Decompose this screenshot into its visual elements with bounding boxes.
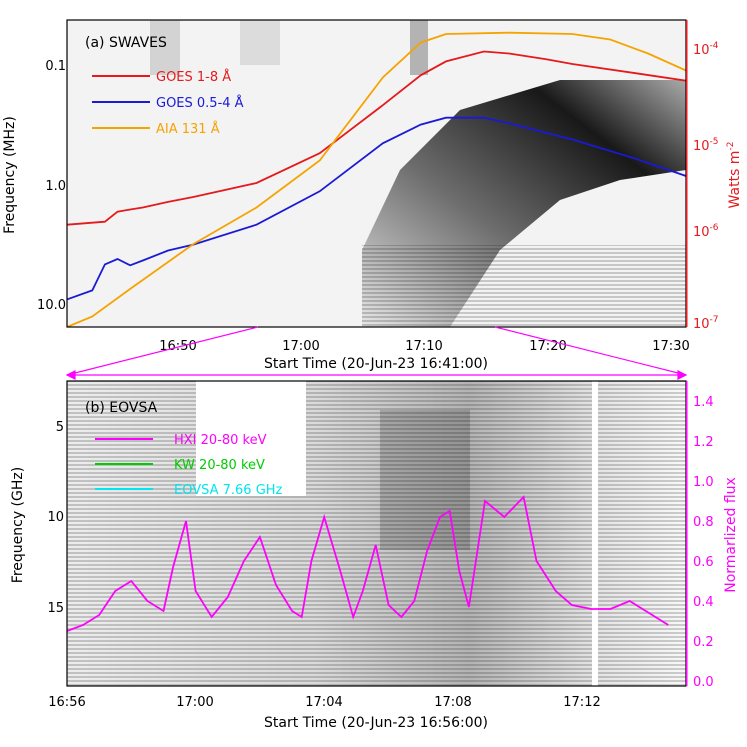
- panel-b: [67, 495, 669, 632]
- y2-tick-labels: 10-4 10-5 10-6 10-7: [693, 41, 719, 332]
- y2-tick-exp: -5: [710, 137, 719, 147]
- legend-label: AIA 131 Å: [156, 121, 220, 137]
- legend-label: GOES 0.5-4 Å: [156, 95, 244, 111]
- x-tick-label: 17:00: [282, 339, 319, 354]
- legend-label: GOES 1-8 Å: [156, 69, 231, 85]
- y2-tick-exp: -6: [710, 223, 719, 233]
- y-tick-label: 0.1: [45, 59, 66, 74]
- y2-tick-base: 10: [693, 317, 710, 332]
- y2-axis-label: Normarlized flux: [723, 477, 739, 593]
- eovsa-spectrogram: [67, 381, 686, 686]
- zoom-connectors: [65, 326, 688, 380]
- y2-tick-label: 0.6: [693, 555, 714, 570]
- svg-text:10-5: 10-5: [693, 137, 719, 154]
- y2-tick-label: 1.2: [693, 435, 714, 450]
- y2-tick-base: 10: [693, 139, 710, 154]
- panel-b-label: (b) EOVSA: [85, 400, 158, 416]
- panel-b-right-axis: [686, 381, 688, 686]
- svg-text:10-4: 10-4: [693, 41, 719, 58]
- y-tick-label: 5: [56, 420, 64, 435]
- legend-label: EOVSA 7.66 GHz: [174, 483, 283, 498]
- panel-a-label: (a) SWAVES: [85, 35, 167, 51]
- y2-tick-base: 10: [693, 225, 710, 240]
- y-tick-label: 10.0: [37, 298, 66, 313]
- x-axis-label: Start Time (20-Jun-23 16:56:00): [264, 715, 488, 731]
- y2-tick-labels-b: 0.0 0.2 0.4 0.6 0.8 1.0 1.2 1.4: [693, 395, 714, 690]
- y2-tick-label: 1.4: [693, 395, 714, 410]
- y2-tick-label: 1.0: [693, 475, 714, 490]
- legend-a: GOES 1-8 Å GOES 0.5-4 Å AIA 131 Å: [92, 69, 244, 137]
- y2-tick-exp: -7: [710, 315, 719, 325]
- y-tick-label: 15: [47, 601, 64, 616]
- series-line: [67, 116, 686, 301]
- y2-tick-label: 0.2: [693, 635, 714, 650]
- svg-text:10-6: 10-6: [693, 223, 719, 240]
- x-tick-label: 17:20: [529, 339, 566, 354]
- y2-tick-base: 10: [693, 43, 710, 58]
- series-line: [67, 495, 669, 632]
- y-axis-label: Frequency (MHz): [2, 116, 18, 234]
- y2-tick-label: 0.4: [693, 595, 714, 610]
- y2-tick-label: 0.0: [693, 675, 714, 690]
- x-axis-label: Start Time (20-Jun-23 16:41:00): [264, 356, 488, 372]
- legend-label: HXI 20-80 keV: [174, 433, 267, 448]
- x-tick-label: 17:10: [405, 339, 442, 354]
- y-tick-label: 1.0: [45, 179, 66, 194]
- x-tick-label: 17:12: [563, 695, 600, 710]
- series-line: [67, 31, 686, 327]
- x-tick-label: 17:00: [176, 695, 213, 710]
- y2-tick-label: 0.8: [693, 515, 714, 530]
- x-tick-label: 17:04: [305, 695, 342, 710]
- series-line: [67, 50, 686, 226]
- y2-tick-exp: -4: [710, 41, 719, 51]
- y-tick-label: 10: [47, 510, 64, 525]
- y-axis-label: Frequency (GHz): [10, 467, 26, 583]
- x-tick-label: 16:56: [48, 695, 85, 710]
- panel-a: [67, 31, 686, 327]
- x-tick-label: 17:08: [434, 695, 471, 710]
- panel-a-right-axis: [686, 20, 688, 327]
- swaves-spectrogram: [67, 20, 686, 327]
- x-tick-label: 17:30: [652, 339, 689, 354]
- y2-axis-label: Watts m-2: [726, 142, 743, 209]
- legend-label: KW 20-80 keV: [174, 458, 265, 473]
- svg-text:10-7: 10-7: [693, 315, 719, 332]
- legend-b: HXI 20-80 keV KW 20-80 keV EOVSA 7.66 GH…: [95, 433, 283, 498]
